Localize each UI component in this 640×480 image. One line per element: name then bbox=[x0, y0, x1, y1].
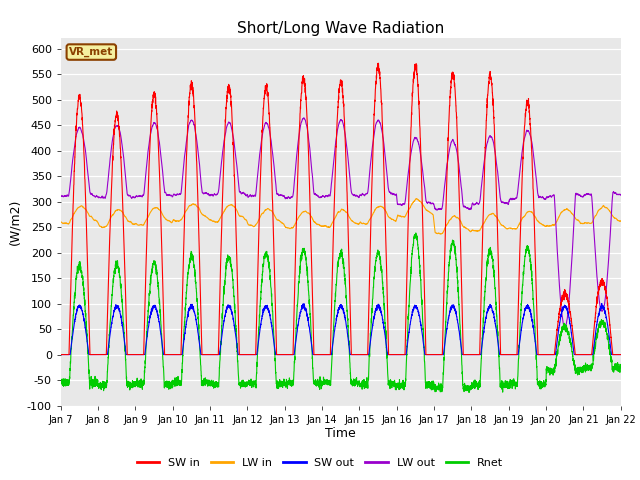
Y-axis label: (W/m2): (W/m2) bbox=[8, 199, 21, 245]
Legend: SW in, LW in, SW out, LW out, Rnet: SW in, LW in, SW out, LW out, Rnet bbox=[132, 453, 508, 472]
Text: VR_met: VR_met bbox=[69, 47, 113, 57]
Title: Short/Long Wave Radiation: Short/Long Wave Radiation bbox=[237, 21, 444, 36]
X-axis label: Time: Time bbox=[325, 427, 356, 441]
